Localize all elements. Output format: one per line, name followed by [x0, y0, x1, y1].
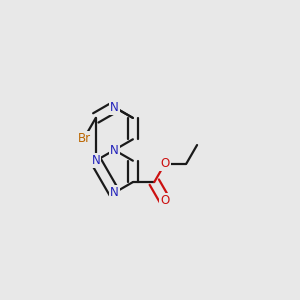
- Text: O: O: [160, 194, 170, 207]
- Text: N: N: [110, 186, 119, 199]
- Text: N: N: [92, 154, 100, 167]
- Text: N: N: [110, 143, 119, 157]
- Text: O: O: [160, 157, 170, 170]
- Text: N: N: [110, 101, 119, 114]
- Text: Br: Br: [77, 132, 91, 145]
